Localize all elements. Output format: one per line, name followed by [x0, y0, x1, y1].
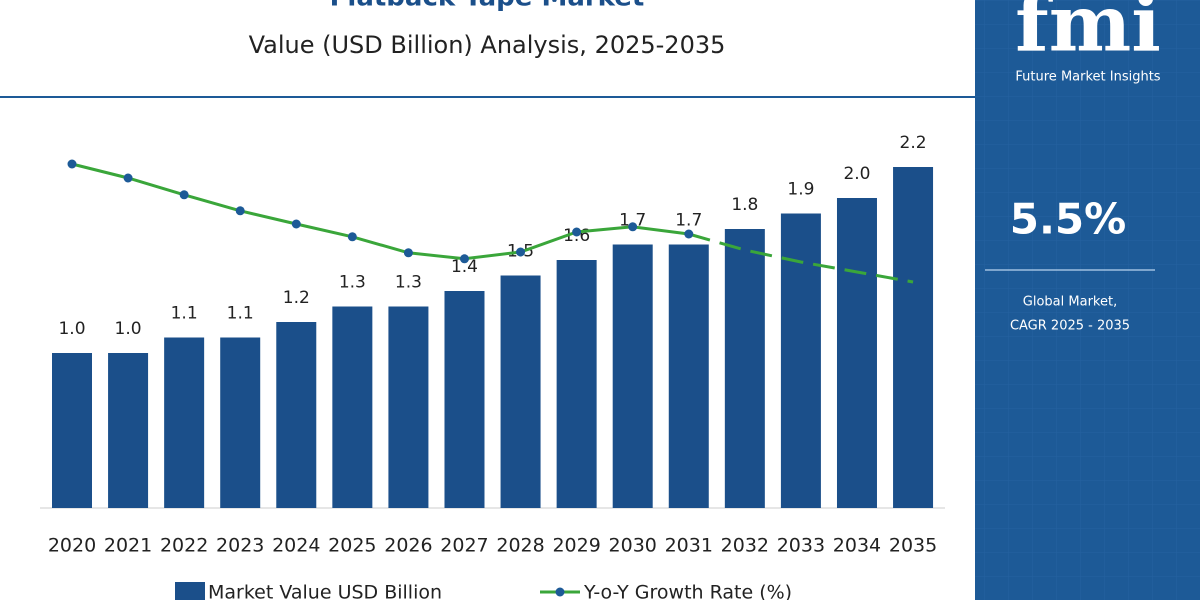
x-tick-label: 2022 [160, 535, 208, 557]
brand: Future Market Insights [1015, 70, 1160, 85]
growth-line [71, 162, 689, 261]
bar [556, 260, 597, 508]
value-label: 1.7 [675, 211, 702, 231]
value-label: 1.1 [171, 304, 198, 324]
growth-point [347, 232, 357, 242]
x-tick-label: 2023 [216, 535, 264, 557]
bar [612, 244, 653, 508]
growth-point [235, 206, 245, 216]
x-tick-label: 2031 [665, 535, 713, 557]
bar [668, 244, 709, 508]
value-label: 1.0 [58, 319, 85, 339]
x-tick-label: 2021 [104, 535, 152, 557]
growth-point [572, 227, 582, 237]
growth-point [628, 222, 638, 232]
bar [52, 353, 92, 508]
value-label: 1.0 [115, 319, 142, 339]
bar [893, 167, 934, 508]
x-tick-label: 2027 [440, 535, 488, 557]
x-tick-label: 2024 [272, 535, 320, 557]
bar [444, 291, 485, 508]
value-label: 2.0 [843, 164, 870, 184]
growth-point [459, 254, 469, 264]
bar [332, 306, 373, 508]
x-tick-label: 2020 [48, 535, 96, 557]
x-tick-label: 2035 [889, 535, 937, 557]
chart-subtitle: Value (USD Billion) Analysis, 2025-2035 [249, 31, 726, 59]
x-tick-label: 2032 [721, 535, 769, 557]
growth-line-forecast [688, 232, 914, 284]
value-label: 1.9 [787, 180, 814, 200]
value-label: 2.2 [900, 133, 927, 153]
bar [276, 322, 317, 508]
value-label: 1.3 [339, 273, 366, 293]
chart-title: Flatback Tape Market [330, 0, 645, 13]
bar [220, 337, 261, 508]
cagr-caption: CAGR 2025 - 2035 [1010, 319, 1130, 334]
x-tick-label: 2033 [777, 535, 825, 557]
growth-point [403, 248, 413, 258]
growth-point [291, 219, 301, 229]
bar [388, 306, 429, 508]
x-tick-label: 2030 [609, 535, 657, 557]
bar [108, 353, 149, 508]
bar [724, 229, 765, 508]
growth-point [684, 229, 694, 239]
legend-dot [555, 587, 565, 597]
growth-point [516, 247, 526, 257]
sidebar-pattern [975, 0, 1200, 600]
cagr-value: 5.5% [1010, 195, 1126, 244]
x-tick-label: 2028 [496, 535, 544, 557]
value-label: 1.2 [283, 288, 310, 308]
growth-point [123, 173, 133, 183]
growth-point [67, 159, 77, 169]
cagr-caption: Global Market, [1023, 295, 1117, 310]
value-label: 1.1 [227, 304, 254, 324]
value-label: 1.7 [619, 211, 646, 231]
bar [836, 198, 877, 508]
bar [500, 275, 541, 508]
x-tick-label: 2034 [833, 535, 881, 557]
value-label: 1.4 [451, 257, 478, 277]
logo: fmi [1015, 0, 1161, 70]
value-label: 1.3 [395, 273, 422, 293]
value-label: 1.8 [731, 195, 758, 215]
legend-label: Y-o-Y Growth Rate (%) [583, 582, 792, 601]
growth-point [179, 190, 189, 200]
x-tick-label: 2025 [328, 535, 376, 557]
legend-swatch [175, 582, 205, 602]
x-tick-label: 2026 [384, 535, 432, 557]
x-tick-label: 2029 [552, 535, 600, 557]
legend-label: Market Value USD Billion [208, 582, 442, 601]
bar [164, 337, 205, 508]
